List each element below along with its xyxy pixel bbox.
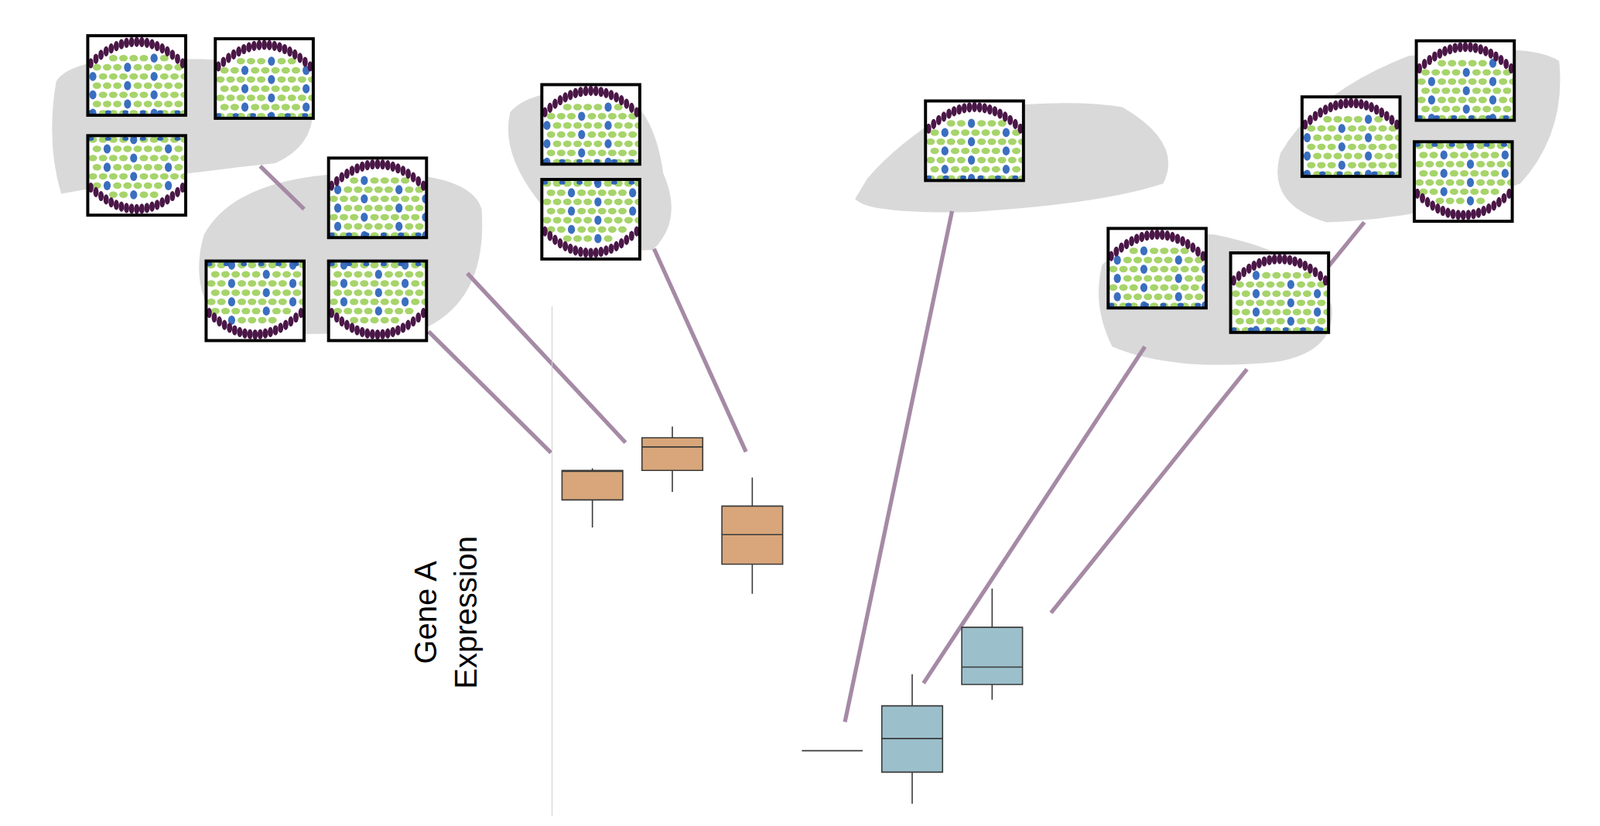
svg-text:Gene AExpression: Gene AExpression bbox=[408, 536, 483, 690]
